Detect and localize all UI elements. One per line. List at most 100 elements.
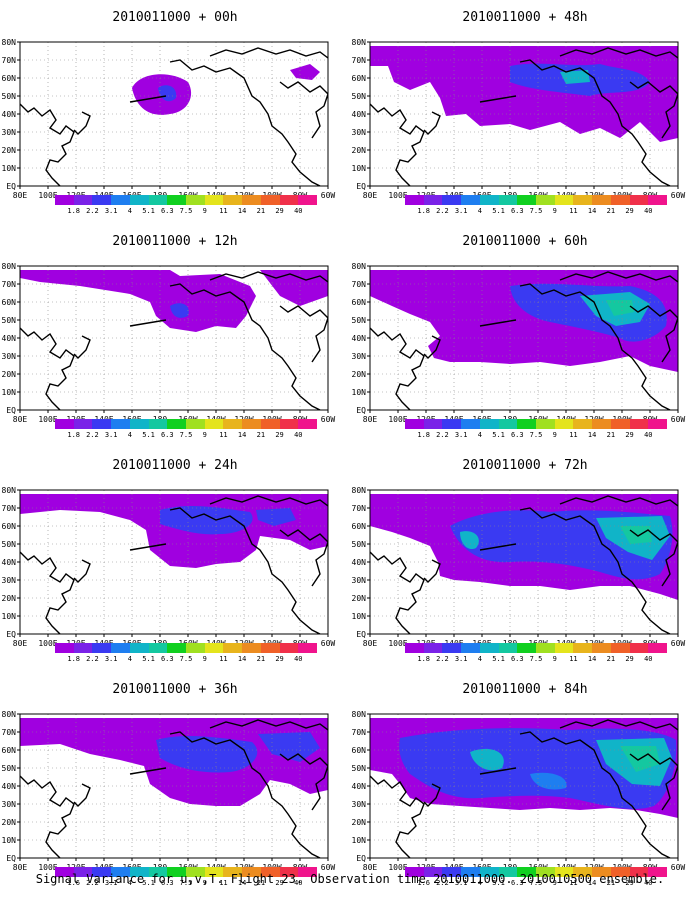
- variance-shading: [170, 303, 189, 318]
- lat-tick-label: 50N: [352, 764, 367, 773]
- colorbar-tick-label: 9: [552, 207, 557, 215]
- coastline: [169, 731, 321, 858]
- coastline: [370, 327, 425, 410]
- colorbar-tick-label: 14: [237, 431, 247, 439]
- coastline: [423, 335, 441, 359]
- colorbar-swatch: [298, 195, 318, 205]
- colorbar-swatch: [479, 867, 499, 877]
- colorbar-tick-label: 11: [219, 431, 228, 439]
- colorbar-swatch: [92, 867, 112, 877]
- coastline: [279, 529, 328, 587]
- colorbar-swatch: [479, 643, 499, 653]
- lat-tick-label: 80N: [2, 38, 17, 47]
- colorbar-swatch: [498, 419, 518, 429]
- colorbar-tick-label: 29: [275, 879, 284, 887]
- colorbar-tick-label: 7.5: [529, 879, 543, 887]
- lon-tick-label: 60W: [671, 415, 686, 424]
- lat-tick-label: 30N: [352, 128, 367, 137]
- colorbar-swatch: [461, 419, 481, 429]
- coastline: [20, 775, 75, 858]
- lat-tick-label: 80N: [352, 262, 367, 271]
- colorbar-tick-label: 29: [625, 655, 634, 663]
- lat-tick-label: 50N: [2, 92, 17, 101]
- colorbar-swatch: [536, 195, 555, 205]
- colorbar-swatch: [242, 195, 262, 205]
- colorbar-swatch: [517, 419, 537, 429]
- colorbar-swatch: [242, 867, 262, 877]
- lat-tick-label: 80N: [2, 486, 17, 495]
- lat-tick-label: 20N: [2, 818, 17, 827]
- panel-title: 2010011000 + 60h: [462, 234, 588, 249]
- lon-tick-label: 100E: [388, 191, 407, 200]
- colorbar-tick-label: 5.1: [142, 207, 155, 215]
- forecast-panel: 2010011000 + 12h EQ 10N 20N 30N 40N 50N 60N 70N 8…: [0, 224, 350, 449]
- colorbar-swatch: [554, 867, 574, 877]
- lat-tick-label: 50N: [2, 764, 17, 773]
- variance-shading: [460, 531, 479, 550]
- colorbar-tick-label: 11: [569, 207, 578, 215]
- lat-tick-label: 20N: [352, 594, 367, 603]
- lat-tick-label: 70N: [352, 728, 367, 737]
- colorbar-swatch: [405, 867, 424, 877]
- figure-footer: Signal Variance for u,v,T. Flight 23. Ob…: [35, 872, 665, 886]
- lat-tick-label: 20N: [352, 818, 367, 827]
- lon-tick-label: 80E: [13, 415, 28, 424]
- colorbar-swatch: [573, 643, 593, 653]
- lat-tick-label: EQ: [6, 406, 16, 415]
- colorbar-tick-label: 6.3: [510, 207, 524, 215]
- colorbar-swatch: [92, 195, 112, 205]
- colorbar-tick-label: 9: [202, 655, 207, 663]
- colorbar-tick-label: 6.3: [160, 431, 174, 439]
- lat-tick-label: 80N: [352, 38, 367, 47]
- coastline: [169, 59, 321, 186]
- lon-tick-label: 100E: [38, 863, 57, 872]
- colorbar-swatch: [592, 419, 612, 429]
- colorbar-tick-label: 11: [219, 207, 228, 215]
- colorbar-tick-label: 6.3: [510, 431, 524, 439]
- colorbar-swatch: [186, 419, 205, 429]
- lat-tick-label: 40N: [352, 558, 367, 567]
- lat-tick-label: 10N: [2, 388, 17, 397]
- colorbar-swatch: [442, 867, 462, 877]
- lat-tick-label: 10N: [352, 164, 367, 173]
- lat-tick-label: EQ: [6, 630, 16, 639]
- colorbar: 1.8 2.2 3.1 4 5.1 6.3 7.5 9 11 14 21 29 40: [55, 195, 318, 219]
- colorbar-tick-label: 7.5: [179, 207, 193, 215]
- lat-tick-label: 30N: [352, 576, 367, 585]
- colorbar-swatch: [423, 867, 443, 877]
- coastline: [279, 753, 328, 811]
- colorbar-swatch: [129, 643, 149, 653]
- colorbar-tick-label: 3.1: [104, 655, 118, 663]
- colorbar-swatch: [554, 195, 574, 205]
- map-plot: EQ10N20N30N40N50N60N70N80N80E100E120E140…: [2, 710, 336, 872]
- coastline: [279, 81, 328, 139]
- colorbar-tick-label: 1.6: [67, 879, 81, 887]
- colorbar-swatch: [629, 195, 649, 205]
- forecast-panel: 2010011000 + 72h EQ 10N 20N 30N 40N 50N 60N 70N 8…: [350, 448, 700, 673]
- variance-shading: [160, 506, 253, 535]
- colorbar-swatch: [536, 419, 555, 429]
- colorbar-swatch: [148, 419, 168, 429]
- lat-tick-label: 50N: [352, 540, 367, 549]
- lat-tick-label: 70N: [2, 728, 17, 737]
- lat-tick-label: 30N: [352, 352, 367, 361]
- lat-tick-label: 60N: [2, 522, 17, 531]
- colorbar: 1.8 2.2 3.1 4 5.1 6.3 7.5 9 11 14 21 29 40: [55, 643, 318, 667]
- lat-tick-label: 20N: [352, 370, 367, 379]
- lat-tick-label: 80N: [352, 486, 367, 495]
- colorbar-tick-label: 7.5: [529, 431, 543, 439]
- lat-tick-label: 10N: [352, 388, 367, 397]
- colorbar-swatch: [298, 867, 318, 877]
- lon-tick-label: 80E: [363, 191, 378, 200]
- coastline: [559, 47, 678, 59]
- coastline: [73, 335, 91, 359]
- lon-tick-label: 100E: [38, 639, 57, 648]
- lat-tick-label: 70N: [2, 56, 17, 65]
- panel-title: 2010011000 + 84h: [462, 682, 588, 697]
- colorbar-swatch: [629, 643, 649, 653]
- colorbar-swatch: [223, 195, 243, 205]
- variance-shading: [370, 46, 678, 142]
- colorbar-tick-label: 6.3: [510, 655, 524, 663]
- coastline: [479, 95, 517, 103]
- colorbar-swatch: [55, 195, 74, 205]
